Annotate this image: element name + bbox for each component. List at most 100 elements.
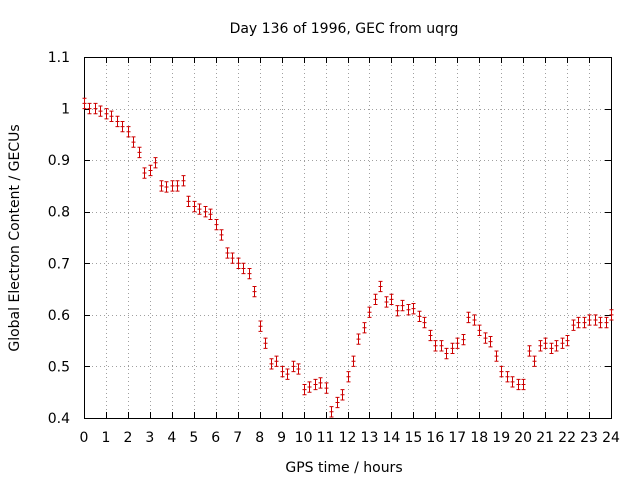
error-bar [422,316,427,329]
error-bar [472,314,477,326]
y-tick-label: 0.6 [48,308,70,324]
x-tick-label: 4 [167,430,176,446]
error-bar [164,181,169,193]
y-tick-label: 0.7 [48,256,70,272]
x-tick-label: 7 [233,430,242,446]
error-bar [494,350,499,362]
data-point [455,337,460,349]
error-bar [247,267,252,280]
error-bar [170,180,175,192]
error-bar [87,102,92,115]
data-point [444,347,449,360]
y-tick-label: 0.4 [48,411,70,427]
error-bar [587,314,592,326]
data-point [280,365,285,378]
error-bar [516,378,521,391]
error-bar [285,368,290,380]
error-bar [499,365,504,378]
error-bar [181,175,186,187]
error-bar [219,229,224,241]
data-point [225,247,230,259]
data-point [543,337,548,349]
error-bar [126,126,131,138]
x-tick-label: 24 [602,430,620,446]
data-point [477,324,482,336]
data-point [351,355,356,367]
error-bar [367,306,372,318]
data-point [197,203,202,215]
data-point [521,378,526,391]
x-tick-label: 12 [339,430,357,446]
error-bar [455,337,460,349]
error-bar [186,195,191,208]
error-bar [148,164,153,177]
data-point [285,368,290,380]
data-point [120,120,125,133]
data-point [488,336,493,348]
data-point [302,383,307,396]
error-bar [142,167,147,179]
data-point [505,371,510,383]
grid-layer [84,57,611,418]
data-point [362,322,367,334]
data-point [181,175,186,187]
x-tick-label: 23 [580,430,598,446]
data-point [494,350,499,362]
data-point [82,97,87,110]
error-bar [389,293,394,306]
error-bar [450,342,455,355]
error-bar [554,340,559,352]
x-tick-label: 21 [536,430,554,446]
error-bar [230,252,235,264]
data-point [258,320,263,332]
error-bar [417,310,422,323]
data-point [98,105,103,117]
data-point [329,406,334,418]
error-bar [252,285,257,298]
error-bar [307,381,312,393]
x-tick-label: 15 [404,430,422,446]
error-bar [318,377,323,389]
data-point [466,311,471,324]
error-bar [340,389,345,401]
data-point [499,365,504,378]
y-tick-label: 1.1 [48,50,70,66]
error-bar [258,320,263,332]
data-point [137,146,142,159]
x-tick-label: 11 [317,430,335,446]
x-tick-label: 1 [101,430,110,446]
data-point [411,303,416,315]
data-point [192,200,197,213]
data-point [263,337,268,349]
data-point [324,382,329,394]
error-bar [82,97,87,110]
error-bar [604,316,609,329]
error-bar [93,102,98,115]
error-bar [400,299,405,312]
data-point [400,299,405,312]
data-point [582,316,587,329]
error-bar [241,262,246,275]
x-tick-label: 18 [470,430,488,446]
data-point [186,195,191,208]
data-points [82,97,614,418]
x-tick-label: 22 [558,430,576,446]
data-point [527,345,532,357]
data-point [395,305,400,317]
error-bar [109,110,114,122]
y-tick-label: 0.8 [48,205,70,221]
x-tick-label: 2 [123,430,132,446]
error-bar [428,329,433,342]
error-bar [439,340,444,352]
error-bar [483,332,488,344]
error-bar [192,200,197,213]
y-axis-title: Global Electron Content / GECUs [7,124,23,351]
data-point [148,164,153,177]
data-point [609,309,614,321]
error-bar [527,345,532,357]
error-bar [510,376,515,388]
error-bar [378,280,383,293]
data-point [587,314,592,326]
x-tick-label: 10 [295,430,313,446]
error-bar [159,180,164,192]
